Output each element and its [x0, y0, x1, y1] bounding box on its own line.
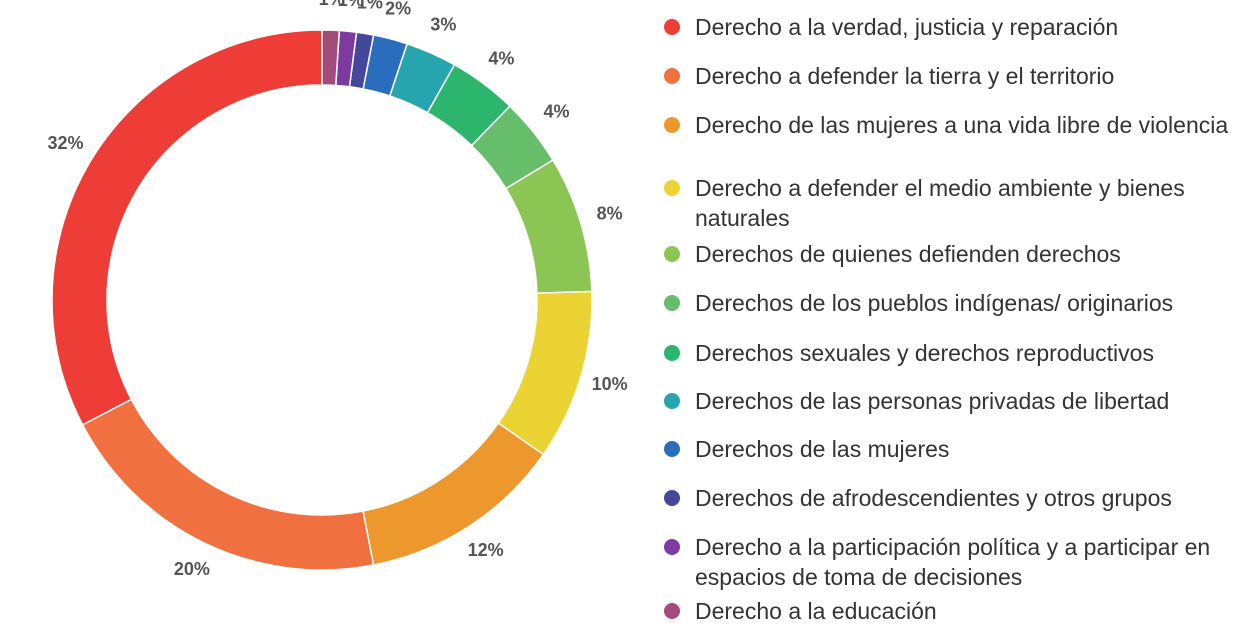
legend-label: Derecho a defender la tierra y el territ… — [695, 63, 1115, 89]
donut-segment — [321, 29, 341, 87]
legend-item: Derecho a defender el medio ambiente y b… — [664, 173, 1234, 233]
legend-item: Derecho a la verdad, justicia y reparaci… — [664, 12, 1234, 42]
donut-segment — [362, 421, 545, 566]
donut-segment — [81, 398, 375, 571]
value-label: 10% — [592, 374, 628, 394]
legend-item: Derecho a la participación política y a … — [664, 532, 1234, 592]
legend-label: Derechos de los pueblos indígenas/ origi… — [695, 290, 1174, 316]
value-label: 1% — [338, 0, 364, 10]
legend-label: Derechos sexuales y derechos reproductiv… — [695, 340, 1154, 366]
legend-label: Derecho a la participación política y a … — [695, 534, 1211, 590]
legend-swatch — [664, 345, 680, 361]
legend-item: Derechos sexuales y derechos reproductiv… — [664, 338, 1234, 368]
legend-item: Derecho de las mujeres a una vida libre … — [664, 110, 1234, 140]
value-label: 12% — [468, 540, 504, 560]
value-label: 4% — [544, 102, 570, 122]
legend-swatch — [664, 295, 680, 311]
legend-item: Derecho a la educación — [664, 596, 1234, 626]
legend-swatch — [664, 246, 680, 262]
legend-label: Derecho a la educación — [695, 598, 937, 624]
value-label: 2% — [385, 0, 411, 19]
legend-label: Derecho a defender el medio ambiente y b… — [695, 175, 1185, 231]
legend-swatch — [664, 603, 680, 619]
value-label: 4% — [488, 48, 514, 68]
value-label: 1% — [357, 0, 383, 13]
donut-segment — [497, 290, 593, 456]
legend-label: Derecho a la verdad, justicia y reparaci… — [695, 14, 1119, 40]
donut-segment — [51, 29, 323, 426]
legend-item: Derechos de afrodescendientes y otros gr… — [664, 483, 1234, 513]
legend-item: Derechos de quienes defienden derechos — [664, 239, 1234, 269]
legend-swatch — [664, 441, 680, 457]
chart: 32%20%12%10%8%4%4%3%2%1%1%1% — [47, 0, 628, 579]
value-label: 20% — [174, 559, 210, 579]
legend-label: Derecho de las mujeres a una vida libre … — [695, 112, 1229, 138]
legend-swatch — [664, 539, 680, 555]
legend-item: Derechos de las personas privadas de lib… — [664, 386, 1234, 416]
legend-swatch — [664, 393, 680, 409]
legend-label: Derechos de quienes defienden derechos — [695, 241, 1121, 267]
legend-swatch — [664, 68, 680, 84]
value-label: 32% — [47, 133, 83, 153]
legend-label: Derechos de las mujeres — [695, 436, 950, 462]
value-label: 1% — [319, 0, 345, 9]
legend-swatch — [664, 180, 680, 196]
legend-item: Derechos de las mujeres — [664, 434, 1234, 464]
legend-swatch — [664, 117, 680, 133]
legend-item: Derecho a defender la tierra y el territ… — [664, 61, 1234, 91]
legend-swatch — [664, 490, 680, 506]
legend-label: Derechos de las personas privadas de lib… — [695, 388, 1170, 414]
legend-label: Derechos de afrodescendientes y otros gr… — [695, 485, 1172, 511]
value-label: 8% — [597, 203, 623, 223]
value-label: 3% — [430, 14, 456, 34]
legend-item: Derechos de los pueblos indígenas/ origi… — [664, 288, 1234, 318]
legend-swatch — [664, 19, 680, 35]
